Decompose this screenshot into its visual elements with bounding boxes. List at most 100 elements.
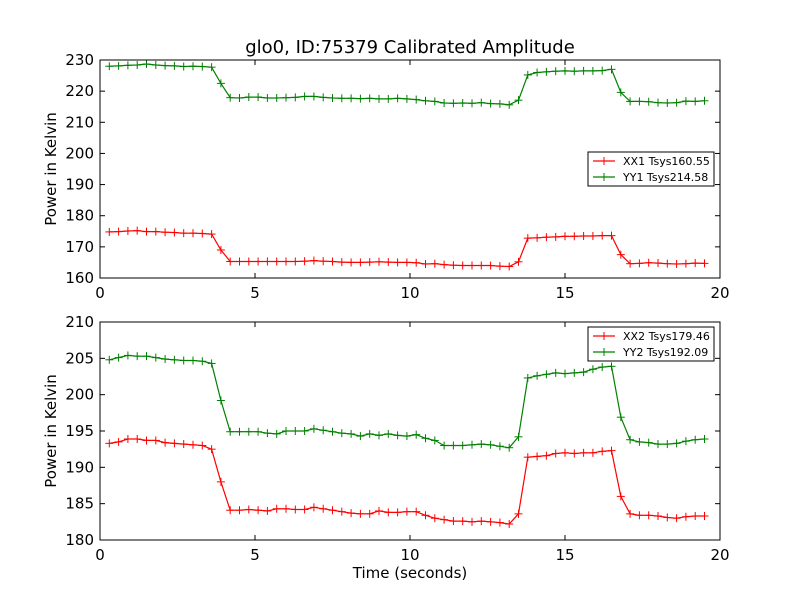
data-point (505, 262, 514, 271)
data-point (198, 441, 207, 450)
data-point (198, 62, 207, 71)
data-point (207, 63, 216, 72)
data-point (495, 99, 504, 108)
data-point (440, 441, 449, 450)
data-point (151, 436, 160, 445)
data-point (579, 368, 588, 377)
data-point (691, 512, 700, 521)
data-point (309, 424, 318, 433)
data-point (365, 429, 374, 438)
data-point (254, 257, 263, 266)
data-point (561, 66, 569, 75)
x-tick-label: 20 (710, 546, 729, 564)
data-point (607, 231, 616, 240)
data-point (244, 505, 253, 514)
data-point (663, 513, 672, 522)
axes-frame (99, 321, 721, 541)
data-point (142, 352, 151, 361)
plot-area: 0 5 10 15 20 160 170 180 190 200 210 220 230 XX1 Tsys… (65, 51, 729, 302)
data-point (282, 427, 290, 435)
data-point (179, 62, 188, 71)
data-point (598, 447, 607, 456)
data-point (402, 258, 411, 267)
data-point (542, 233, 551, 242)
data-point (207, 230, 216, 239)
data-point (347, 509, 356, 518)
data-point (123, 351, 132, 360)
data-point (151, 60, 160, 69)
data-point (328, 427, 337, 436)
data-point (579, 231, 588, 240)
data-point (644, 97, 653, 106)
data-point (570, 232, 579, 241)
data-point (616, 88, 625, 97)
data-point (672, 514, 681, 523)
data-point (300, 427, 309, 435)
data-point (430, 514, 439, 523)
data-point (300, 257, 309, 266)
data-point (644, 258, 653, 267)
data-point (123, 61, 132, 70)
data-point (170, 439, 179, 448)
data-point (421, 96, 430, 105)
data-point (523, 373, 532, 382)
data-point (133, 352, 142, 361)
data-point (570, 368, 579, 377)
y-axis-label: Power in Kelvin (42, 112, 60, 226)
data-point (272, 429, 281, 438)
data-point (151, 227, 160, 236)
data-point (365, 258, 374, 267)
data-point (551, 67, 560, 76)
data-point (161, 438, 170, 447)
data-point (207, 445, 216, 454)
data-point (654, 512, 662, 521)
data-point (430, 436, 439, 445)
data-point (449, 99, 458, 108)
data-point (393, 508, 402, 517)
data-point (588, 231, 597, 240)
data-point (105, 355, 114, 364)
data-point (514, 509, 523, 518)
data-point (458, 441, 467, 450)
data-point (681, 512, 690, 521)
data-point (588, 66, 597, 75)
data-point (663, 259, 672, 268)
data-point (644, 438, 653, 447)
data-point (393, 431, 402, 440)
data-point (189, 229, 197, 238)
data-point (123, 434, 132, 443)
data-point (347, 429, 356, 438)
x-tick-label: 20 (710, 284, 729, 302)
data-point (375, 94, 383, 103)
x-tick-label: 5 (250, 284, 260, 302)
data-point (607, 65, 616, 74)
data-point (337, 94, 346, 103)
data-point (430, 97, 439, 106)
data-point (440, 515, 449, 524)
data-point (142, 227, 151, 236)
data-point (626, 435, 635, 444)
x-tick-label: 5 (250, 546, 260, 564)
data-point (691, 435, 700, 444)
y-tick-label: 190 (65, 176, 94, 194)
y-tick-label: 185 (65, 495, 94, 513)
y-tick-label: 210 (65, 313, 94, 331)
data-point (244, 93, 253, 102)
data-point (458, 517, 467, 526)
y-tick-label: 190 (65, 458, 94, 476)
data-point (319, 93, 328, 102)
data-point (291, 257, 300, 266)
data-point (365, 94, 374, 103)
data-point (412, 430, 421, 439)
data-point (681, 259, 690, 268)
data-point (216, 396, 225, 405)
data-point (570, 449, 579, 458)
data-point (375, 431, 383, 440)
data-point (179, 229, 188, 238)
data-point (607, 362, 616, 371)
data-point (337, 258, 346, 267)
data-point (514, 257, 523, 266)
data-point (235, 93, 244, 102)
data-point (523, 234, 532, 243)
